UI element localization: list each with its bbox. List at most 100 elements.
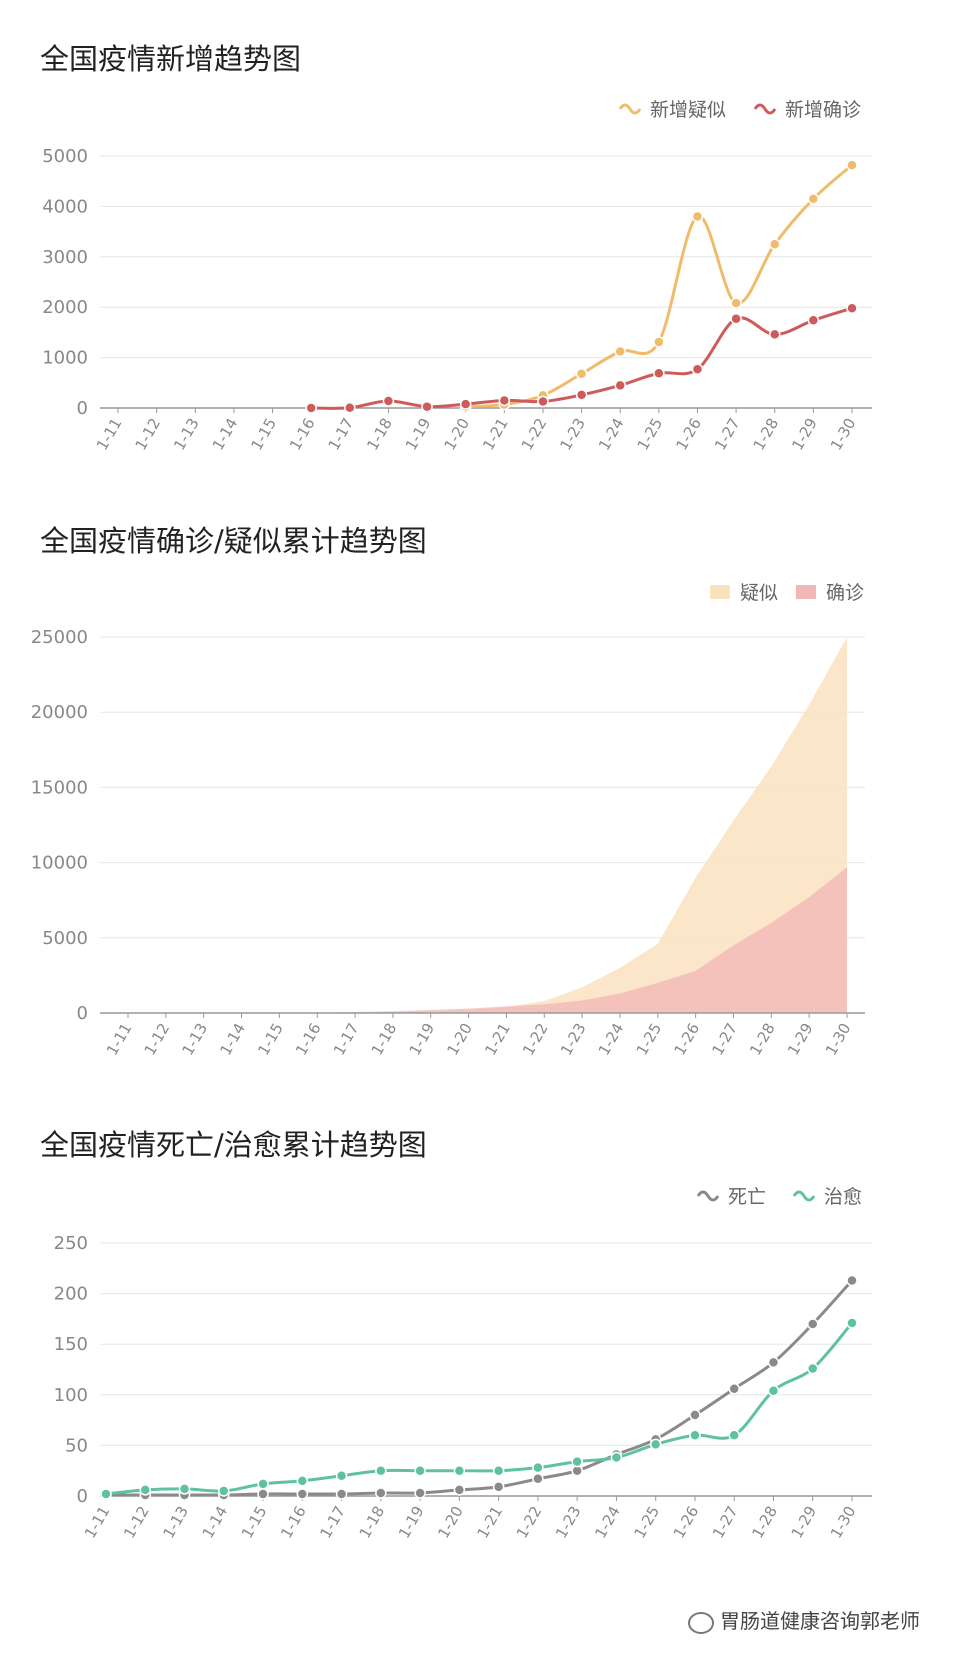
x-tick-label: 1-30 [827, 1503, 860, 1541]
legend-label: 死亡 [728, 1186, 766, 1208]
chart-1-title: 全国疫情新增趋势图 [40, 42, 302, 76]
x-tick-label: 1-17 [316, 1503, 349, 1541]
x-tick-label: 1-16 [292, 1020, 325, 1058]
y-tick-label: 150 [54, 1334, 88, 1355]
x-tick-label: 1-22 [519, 1020, 552, 1058]
data-point [806, 1318, 819, 1330]
data-point [807, 314, 820, 327]
line-series-2 [105, 1321, 854, 1496]
x-tick-label: 1-19 [402, 415, 435, 453]
data-point [689, 1429, 701, 1442]
data-point [498, 394, 511, 407]
legend-swatch [710, 585, 730, 599]
wechat-icon [688, 1611, 714, 1634]
x-tick-label: 1-20 [441, 415, 474, 453]
data-point [807, 193, 820, 205]
x-tick-label: 1-28 [748, 1503, 781, 1541]
x-tick-label: 1-21 [481, 1020, 514, 1058]
x-tick-label: 1-25 [631, 1503, 664, 1541]
x-tick-label: 1-30 [822, 1020, 855, 1058]
data-point [767, 1385, 780, 1397]
legend-wave-icon [753, 103, 777, 115]
data-point [218, 1485, 230, 1497]
legend-item-1: 疑似 [710, 582, 778, 604]
x-tick-label: 1-24 [591, 1503, 624, 1541]
data-point [382, 395, 395, 407]
y-tick-label: 250 [54, 1233, 88, 1254]
data-point [767, 1356, 780, 1369]
y-tick-label: 5000 [42, 928, 88, 949]
legend-wave-icon [792, 1190, 816, 1202]
x-tick-label: 1-25 [634, 415, 667, 453]
legend-item-2: 治愈 [792, 1186, 862, 1208]
y-tick-label: 5000 [42, 146, 88, 167]
x-tick-label: 1-30 [827, 415, 860, 453]
data-point [846, 1274, 858, 1287]
data-point [806, 1362, 819, 1375]
x-tick-label: 1-17 [330, 1020, 363, 1058]
data-point [768, 238, 781, 250]
x-tick-label: 1-23 [557, 1020, 590, 1058]
data-point [730, 313, 742, 325]
data-point [571, 1455, 583, 1468]
legend-label: 确诊 [826, 582, 864, 604]
x-tick-label: 1-20 [434, 1503, 467, 1541]
x-tick-label: 1-18 [363, 415, 396, 453]
data-point [610, 1451, 623, 1464]
x-tick-label: 1-15 [254, 1020, 287, 1058]
legend-label: 新增疑似 [650, 99, 726, 121]
x-tick-label: 1-23 [552, 1503, 585, 1541]
data-point [728, 1429, 740, 1442]
data-point [653, 367, 665, 379]
x-tick-label: 1-12 [131, 415, 164, 453]
y-tick-label: 20000 [31, 702, 88, 723]
x-tick-label: 1-11 [93, 415, 126, 453]
data-point [768, 328, 781, 341]
x-tick-label: 1-14 [209, 415, 242, 453]
data-point [459, 398, 472, 410]
data-point [653, 336, 665, 348]
y-tick-label: 0 [77, 1003, 88, 1024]
data-point [375, 1487, 387, 1499]
x-tick-label: 1-17 [325, 415, 358, 453]
y-tick-label: 200 [54, 1284, 88, 1305]
x-tick-label: 1-29 [784, 1020, 817, 1058]
footer-text: 胃肠道健康咨询郭老师 [720, 1609, 920, 1633]
chart-3-title: 全国疫情死亡/治愈累计趋势图 [40, 1128, 427, 1162]
legend-wave-icon [618, 103, 642, 115]
line-series-1 [105, 1279, 854, 1497]
data-point [575, 367, 588, 380]
legend-label: 新增确诊 [785, 99, 861, 121]
data-point [689, 1409, 701, 1421]
x-tick-label: 1-29 [788, 415, 821, 453]
y-tick-label: 0 [77, 398, 88, 419]
data-point [691, 210, 704, 223]
data-point [453, 1464, 466, 1477]
footer-credit: 胃肠道健康咨询郭老师 [688, 1605, 920, 1634]
x-tick-label: 1-28 [746, 1020, 779, 1058]
x-tick-label: 1-26 [672, 415, 705, 453]
x-tick-label: 1-15 [238, 1503, 271, 1541]
x-tick-label: 1-11 [103, 1020, 136, 1058]
data-point [375, 1464, 387, 1477]
data-point [453, 1484, 466, 1496]
legend-item-1: 新增疑似 [618, 99, 726, 121]
x-tick-label: 1-16 [286, 415, 319, 453]
data-point [421, 400, 433, 413]
data-point [178, 1483, 191, 1495]
data-point [344, 402, 356, 414]
data-point [257, 1478, 269, 1490]
data-point [614, 379, 626, 392]
legend-label: 治愈 [824, 1186, 862, 1208]
x-tick-label: 1-13 [170, 415, 203, 453]
y-tick-label: 3000 [42, 247, 88, 268]
x-tick-label: 1-13 [179, 1020, 212, 1058]
x-tick-label: 1-27 [709, 1503, 742, 1541]
y-tick-label: 50 [65, 1435, 88, 1456]
x-tick-label: 1-28 [750, 415, 783, 453]
x-tick-label: 1-29 [788, 1503, 821, 1541]
data-point [296, 1488, 309, 1500]
